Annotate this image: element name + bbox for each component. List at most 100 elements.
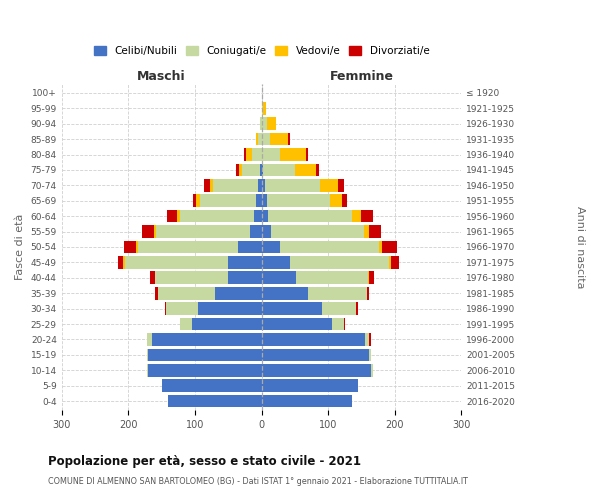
Bar	[308, 287, 367, 300]
Bar	[138, 240, 238, 254]
Bar	[262, 318, 332, 330]
Bar	[389, 256, 391, 268]
Bar	[262, 287, 308, 300]
Bar	[155, 272, 228, 284]
Bar	[125, 256, 228, 268]
Bar	[344, 318, 345, 330]
Bar	[150, 272, 155, 284]
Bar	[262, 118, 267, 130]
Bar	[209, 179, 213, 192]
Bar	[251, 148, 262, 161]
Bar	[258, 133, 262, 145]
Bar	[361, 210, 373, 222]
Bar	[256, 133, 258, 145]
Bar	[147, 364, 148, 376]
Bar	[124, 240, 136, 254]
Bar	[370, 272, 374, 284]
Bar	[260, 164, 262, 176]
Bar	[370, 348, 371, 361]
Bar	[262, 240, 280, 254]
Bar	[262, 210, 268, 222]
Bar	[368, 272, 370, 284]
Bar	[250, 226, 262, 238]
Bar	[193, 194, 196, 207]
Bar	[152, 333, 262, 345]
Bar	[258, 179, 262, 192]
Bar	[262, 272, 296, 284]
Bar	[262, 256, 290, 268]
Bar	[262, 348, 370, 361]
Bar	[256, 194, 262, 207]
Bar	[305, 148, 308, 161]
Bar	[198, 302, 262, 315]
Text: Femmine: Femmine	[329, 70, 394, 83]
Bar	[262, 179, 265, 192]
Bar	[267, 118, 276, 130]
Bar	[161, 380, 262, 392]
Bar	[136, 240, 138, 254]
Bar	[352, 210, 361, 222]
Bar	[379, 240, 382, 254]
Bar	[262, 148, 280, 161]
Bar	[148, 348, 262, 361]
Bar	[177, 210, 180, 222]
Bar	[322, 302, 356, 315]
Bar	[382, 240, 397, 254]
Bar	[228, 256, 262, 268]
Bar	[246, 148, 251, 161]
Text: Popolazione per età, sesso e stato civile - 2021: Popolazione per età, sesso e stato civil…	[48, 455, 361, 468]
Bar	[179, 318, 191, 330]
Bar	[356, 302, 358, 315]
Bar	[228, 272, 262, 284]
Bar	[242, 164, 260, 176]
Bar	[155, 287, 158, 300]
Bar	[262, 164, 263, 176]
Bar	[262, 194, 267, 207]
Bar	[371, 364, 373, 376]
Bar	[262, 333, 365, 345]
Bar	[265, 179, 320, 192]
Bar	[369, 226, 381, 238]
Bar	[342, 194, 347, 207]
Bar	[168, 394, 262, 407]
Bar	[215, 287, 262, 300]
Bar	[263, 102, 266, 115]
Bar	[165, 302, 166, 315]
Bar	[296, 272, 368, 284]
Bar	[262, 364, 371, 376]
Bar	[236, 164, 239, 176]
Bar	[367, 287, 370, 300]
Bar	[316, 164, 319, 176]
Bar	[330, 194, 342, 207]
Bar	[180, 210, 254, 222]
Bar	[262, 226, 271, 238]
Bar	[338, 179, 344, 192]
Bar	[332, 318, 344, 330]
Bar	[290, 256, 389, 268]
Bar	[263, 164, 295, 176]
Bar	[204, 179, 209, 192]
Bar	[391, 256, 400, 268]
Bar	[320, 179, 338, 192]
Bar	[147, 333, 152, 345]
Bar	[262, 302, 322, 315]
Bar	[268, 210, 352, 222]
Bar	[260, 118, 262, 130]
Bar	[370, 333, 371, 345]
Bar	[142, 226, 154, 238]
Bar	[238, 240, 262, 254]
Bar	[154, 226, 156, 238]
Bar	[365, 333, 370, 345]
Bar	[196, 194, 200, 207]
Bar	[271, 226, 364, 238]
Text: COMUNE DI ALMENNO SAN BARTOLOMEO (BG) - Dati ISTAT 1° gennaio 2021 - Elaborazion: COMUNE DI ALMENNO SAN BARTOLOMEO (BG) - …	[48, 478, 468, 486]
Bar	[254, 210, 262, 222]
Text: Maschi: Maschi	[137, 70, 186, 83]
Y-axis label: Anni di nascita: Anni di nascita	[575, 206, 585, 288]
Bar	[156, 226, 250, 238]
Bar	[244, 148, 246, 161]
Bar	[158, 287, 215, 300]
Bar	[262, 133, 269, 145]
Bar	[200, 194, 256, 207]
Bar	[123, 256, 125, 268]
